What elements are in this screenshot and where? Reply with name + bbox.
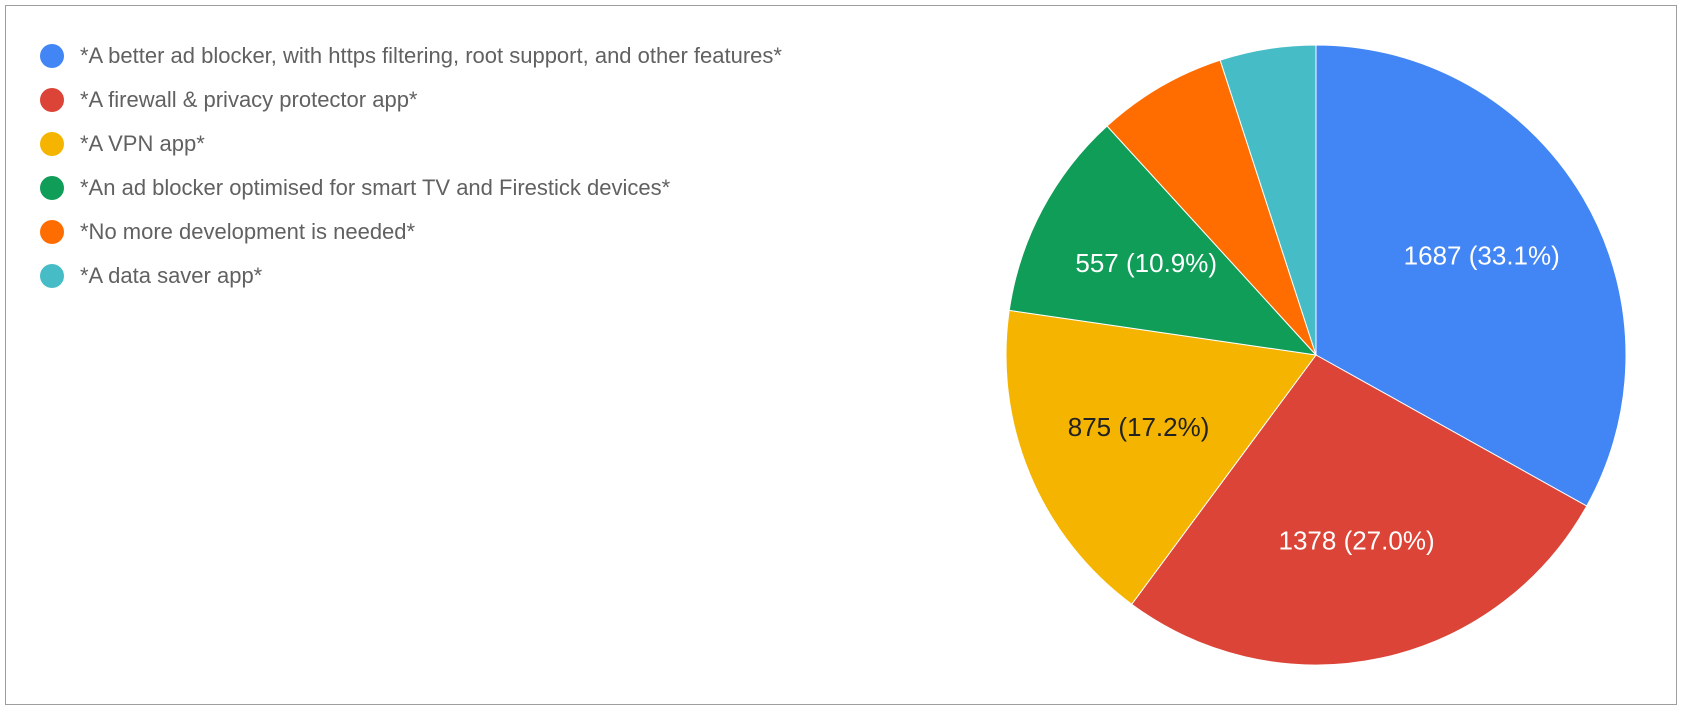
slice-value-label: 557 (10.9%) xyxy=(1075,248,1217,278)
slice-value-label: 1687 (33.1%) xyxy=(1404,241,1560,271)
legend-swatch xyxy=(40,176,64,200)
legend-swatch xyxy=(40,44,64,68)
pie-slice[interactable] xyxy=(1130,354,1588,666)
legend-label: *A better ad blocker, with https filteri… xyxy=(80,43,782,68)
legend-swatch xyxy=(40,220,64,244)
pie-slice[interactable] xyxy=(1219,44,1317,356)
legend-item[interactable]: *A VPN app* xyxy=(40,122,782,166)
legend-swatch xyxy=(40,264,64,288)
legend-swatch xyxy=(40,132,64,156)
pie-slices xyxy=(1005,44,1627,666)
legend-label: *A data saver app* xyxy=(80,263,263,288)
pie-slice[interactable] xyxy=(1005,309,1317,605)
legend-label: *A firewall & privacy protector app* xyxy=(80,87,418,112)
pie-slice[interactable] xyxy=(1315,44,1627,507)
pie-slice[interactable] xyxy=(1106,59,1317,356)
legend-label: *A VPN app* xyxy=(80,131,205,156)
legend-label: *No more development is needed* xyxy=(80,219,416,244)
pie-slice-labels: 1687 (33.1%) 1378 (27.0%) 875 (17.2%) 557 (… xyxy=(1068,241,1560,556)
slice-value-label: 1378 (27.0%) xyxy=(1279,526,1435,556)
slice-value-label: 875 (17.2%) xyxy=(1068,412,1210,442)
legend-item[interactable]: *A firewall & privacy protector app* xyxy=(40,78,782,122)
legend-item[interactable]: *No more development is needed* xyxy=(40,210,782,254)
legend-item[interactable]: *A better ad blocker, with https filteri… xyxy=(40,34,782,78)
pie-slice[interactable] xyxy=(1008,125,1318,356)
legend-swatch xyxy=(40,88,64,112)
legend-label: *An ad blocker optimised for smart TV an… xyxy=(80,175,671,200)
chart-legend: *A better ad blocker, with https filteri… xyxy=(40,34,782,298)
legend-item[interactable]: *A data saver app* xyxy=(40,254,782,298)
legend-item[interactable]: *An ad blocker optimised for smart TV an… xyxy=(40,166,782,210)
